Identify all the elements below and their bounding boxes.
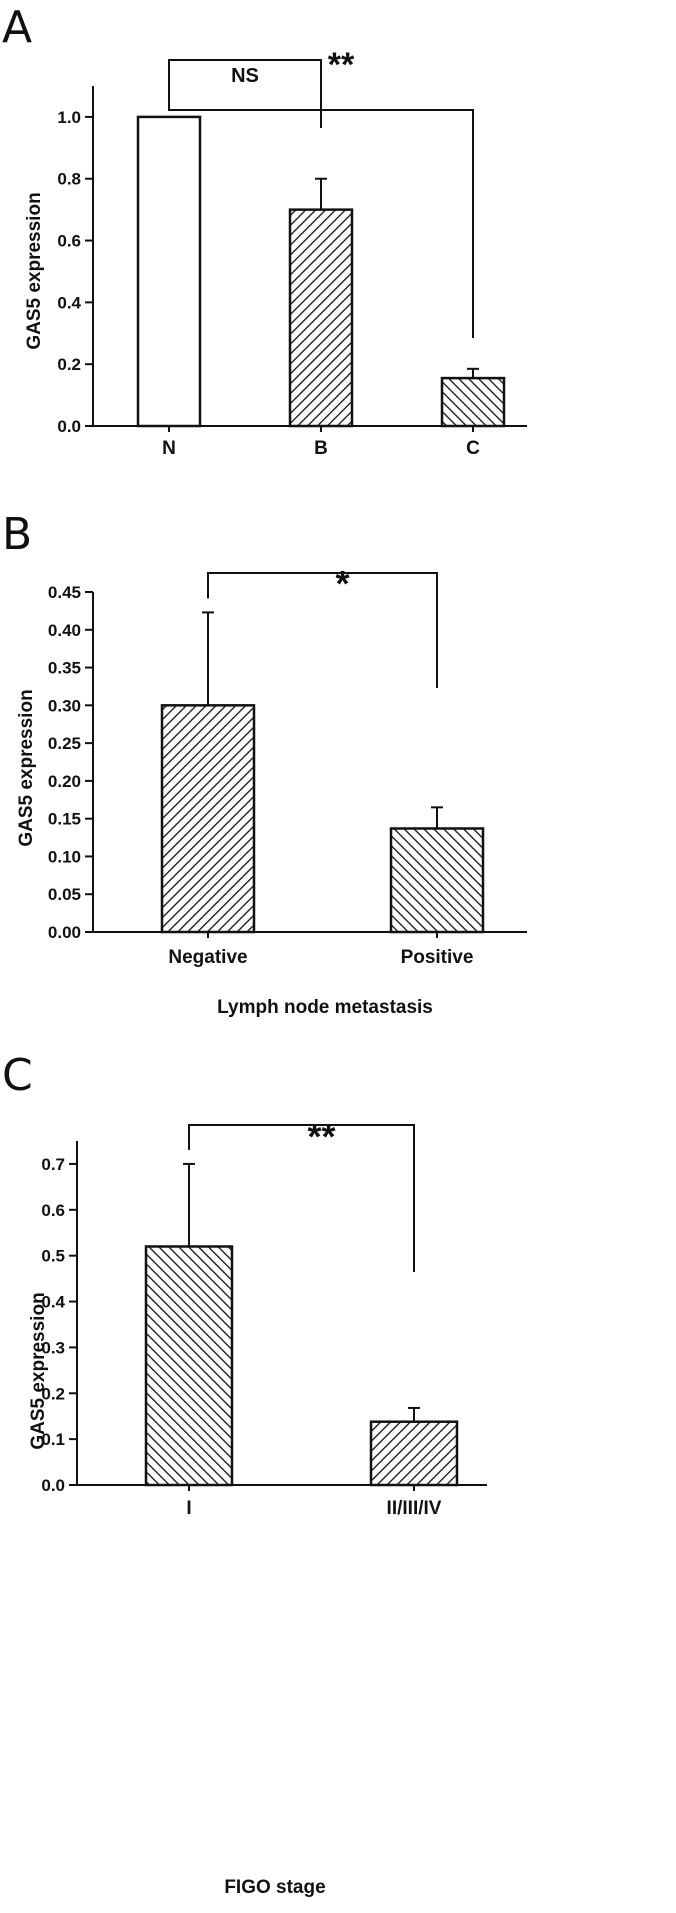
chart-b-y-tick-label: 0.20 (48, 772, 81, 791)
chart-c-x-axis-title: FIGO stage (224, 1877, 325, 1898)
chart-a-significance-bracket (168, 102, 474, 338)
chart-c-y-tick-label: 0.2 (41, 1384, 65, 1403)
chart-b-category-label: Positive (401, 947, 474, 968)
chart-c-category-label: II/III/IV (387, 1498, 442, 1519)
chart-a-significance-label: ** (328, 46, 355, 84)
chart-c-plot: 0.0 0.1 0.2 0.3 0.4 0.5 0.6 0.7 I II/III/IV ** (41, 1116, 487, 1519)
chart-a-y-tick-label: 1.0 (57, 108, 81, 127)
chart-b-y-tick-label: 0.25 (48, 734, 81, 753)
panel-letter-a: A (2, 2, 32, 53)
chart-b-y-tick-label: 0.05 (48, 885, 81, 904)
chart-c-bar (369, 1420, 459, 1487)
chart-a-significance-label: NS (231, 65, 259, 87)
chart-c-significance-bracket (188, 1124, 415, 1272)
chart-a-significance-bracket (168, 59, 322, 128)
chart-a-category-label: N (162, 438, 176, 459)
chart-a-y-tick-label: 0.6 (57, 232, 81, 251)
chart-c-y-tick-label: 0.1 (41, 1430, 65, 1449)
panel-letter-c: C (2, 1050, 33, 1101)
chart-a-y-axis-title: GAS5 expression (24, 192, 45, 349)
chart-b-y-tick-label: 0.45 (48, 583, 81, 602)
chart-c-significance-label: ** (307, 1116, 335, 1157)
chart-b-y-tick-label: 0.35 (48, 659, 81, 678)
chart-c-y-tick-label: 0.4 (41, 1293, 65, 1312)
panel-a: A 0.0 0.2 0.4 0.6 0.8 1.0 N B C NS ** GAS5 express… (2, 2, 527, 459)
chart-c-y-axis-title: GAS5 expression (28, 1292, 49, 1449)
chart-c-bar (144, 1245, 234, 1487)
chart-a-category-label: B (314, 438, 328, 459)
chart-c-category-label: I (186, 1498, 191, 1519)
chart-a-y-tick-label: 0.0 (57, 417, 81, 436)
chart-b-bar (160, 704, 256, 934)
chart-a-bar (440, 376, 506, 428)
panel-c: C 0.0 0.1 0.2 0.3 0.4 0.5 0.6 0.7 I II/III/IV ** G… (2, 1050, 487, 1898)
chart-b-significance-bracket (207, 572, 438, 688)
chart-b-y-tick-label: 0.10 (48, 847, 81, 866)
chart-b-y-tick-label: 0.40 (48, 621, 81, 640)
chart-a-bar (136, 115, 202, 428)
chart-b-plot: 0.00 0.05 0.10 0.15 0.20 0.25 0.30 0.35 0.40 0.45… (48, 563, 527, 968)
chart-a-y-tick-label: 0.4 (57, 293, 81, 312)
chart-b-y-tick-label: 0.15 (48, 810, 81, 829)
panel-letter-b: B (2, 509, 32, 560)
chart-a-y-tick-label: 0.2 (57, 355, 81, 374)
chart-c-y-tick-label: 0.7 (41, 1155, 65, 1174)
chart-a-bar (288, 208, 354, 428)
chart-a-y-tick-label: 0.8 (57, 170, 81, 189)
chart-c-y-tick-label: 0.0 (41, 1476, 65, 1495)
chart-b-bar (389, 827, 485, 934)
chart-a-plot: 0.0 0.2 0.4 0.6 0.8 1.0 N B C NS ** (57, 46, 527, 459)
chart-c-y-tick-label: 0.5 (41, 1247, 65, 1266)
chart-b-significance-label: * (335, 563, 349, 604)
chart-b-category-label: Negative (168, 947, 247, 968)
chart-b-y-axis-title: GAS5 expression (16, 689, 37, 846)
chart-b-x-axis-title: Lymph node metastasis (217, 997, 433, 1018)
chart-b-y-tick-label: 0.30 (48, 696, 81, 715)
panel-b: B 0.000.050.100.150.200.250.300.350.400.… (2, 509, 527, 1018)
chart-a-category-label: C (466, 438, 480, 459)
chart-c-y-tick-label: 0.6 (41, 1201, 65, 1220)
chart-c-y-tick-label: 0.3 (41, 1338, 65, 1357)
chart-b-y-tick-label: 0.00 (48, 923, 81, 942)
